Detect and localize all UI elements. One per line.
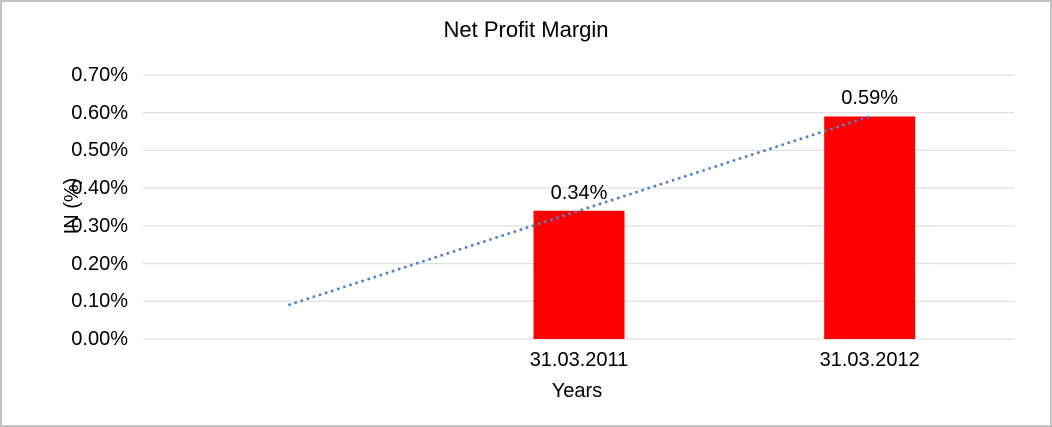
chart-title: Net Profit Margin (443, 17, 609, 42)
y-tick-label: 0.30% (71, 214, 128, 237)
y-tick-label: 0.60% (71, 101, 128, 124)
bar-data-label: 0.59% (841, 87, 899, 110)
y-tick-label: 0.50% (71, 139, 128, 162)
y-tick-label: 0.00% (71, 328, 128, 350)
x-tick-label: 31.03.2012 (819, 349, 920, 371)
bar (533, 210, 625, 339)
y-tick-label: 0.70% (71, 64, 128, 86)
bar (824, 116, 916, 339)
y-tick-label: 0.20% (71, 252, 128, 275)
bar-data-label: 0.34% (550, 181, 608, 204)
y-tick-label: 0.10% (71, 290, 128, 313)
x-axis-title: Years (551, 380, 603, 402)
x-tick-label: 31.03.2011 (529, 349, 629, 371)
y-tick-label: 0.40% (71, 177, 128, 200)
